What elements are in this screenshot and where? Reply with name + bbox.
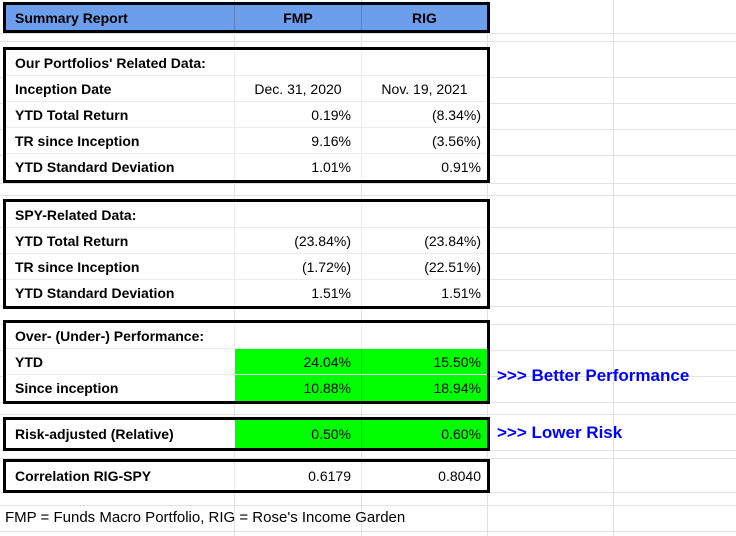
table-row: TR since Inception (1.72%) (22.51%): [6, 254, 487, 280]
cell-rig-value[interactable]: (8.34%): [431, 106, 481, 123]
cell-empty[interactable]: [362, 50, 487, 75]
table-row: YTD Standard Deviation 1.01% 0.91%: [6, 154, 487, 180]
cell-rig-value[interactable]: (23.84%): [424, 232, 481, 249]
cell-fmp-value[interactable]: Dec. 31, 2020: [235, 76, 362, 101]
cell-fmp-value-highlighted[interactable]: 0.50%: [235, 420, 362, 448]
cell-fmp-value[interactable]: 0.19%: [235, 102, 362, 127]
cell-section-title[interactable]: Over- (Under-) Performance:: [6, 323, 235, 348]
cell-row-label[interactable]: Risk-adjusted (Relative): [6, 420, 235, 448]
table-row: Over- (Under-) Performance:: [6, 323, 487, 349]
cell-empty[interactable]: [235, 202, 362, 227]
cell-section-title[interactable]: SPY-Related Data:: [6, 202, 235, 227]
table-row: YTD Total Return 0.19% (8.34%): [6, 102, 487, 128]
cell-rig-value[interactable]: (3.56%): [431, 132, 481, 149]
cell-row-label[interactable]: YTD Total Return: [6, 102, 235, 127]
table-row: SPY-Related Data:: [6, 202, 487, 228]
table-row: TR since Inception 9.16% (3.56%): [6, 128, 487, 154]
cell-summary-report-title[interactable]: Summary Report: [6, 5, 235, 30]
cell-rig-value[interactable]: Nov. 19, 2021: [381, 80, 468, 97]
cell-empty[interactable]: [235, 323, 362, 348]
cell-fmp-value-highlighted[interactable]: 24.04%: [235, 349, 362, 374]
section-spy-data: SPY-Related Data: YTD Total Return (23.8…: [3, 199, 490, 309]
cell-rig-value[interactable]: 0.91%: [441, 159, 481, 175]
cell-fmp-value[interactable]: (23.84%): [235, 228, 362, 253]
table-row: Inception Date Dec. 31, 2020 Nov. 19, 20…: [6, 76, 487, 102]
table-row: Since inception 10.88% 18.94%: [6, 375, 487, 401]
cell-fmp-value[interactable]: 9.16%: [235, 128, 362, 153]
cell-row-label[interactable]: Correlation RIG-SPY: [6, 462, 235, 490]
cell-row-label[interactable]: TR since Inception: [6, 254, 235, 279]
cell-row-label[interactable]: Inception Date: [6, 76, 235, 101]
grid-hline: [0, 183, 736, 184]
cell-row-label[interactable]: TR since Inception: [6, 128, 235, 153]
cell-fmp-value-highlighted[interactable]: 10.88%: [235, 375, 362, 401]
grid-hline: [0, 531, 736, 532]
table-row: YTD Standard Deviation 1.51% 1.51%: [6, 280, 487, 306]
cell-rig-value[interactable]: 1.51%: [441, 285, 481, 301]
grid-hline: [0, 505, 736, 506]
cell-section-title[interactable]: Our Portfolios' Related Data:: [6, 50, 235, 75]
cell-col-header-fmp[interactable]: FMP: [235, 5, 362, 30]
cell-row-label[interactable]: Since inception: [6, 375, 235, 401]
grid-vline: [613, 0, 614, 536]
cell-rig-value[interactable]: 0.8040: [438, 468, 481, 484]
section-portfolios-data: Our Portfolios' Related Data: Inception …: [3, 47, 490, 183]
cell-row-label[interactable]: YTD Standard Deviation: [6, 154, 235, 180]
grid-hline: [0, 33, 736, 34]
annotation-lower-risk: >>> Lower Risk: [497, 423, 623, 442]
cell-row-label[interactable]: YTD Standard Deviation: [6, 280, 235, 306]
cell-fmp-value[interactable]: (1.72%): [235, 254, 362, 279]
grid-hline: [0, 458, 736, 459]
section-performance: Over- (Under-) Performance: YTD 24.04% 1…: [3, 320, 490, 404]
cell-row-label[interactable]: YTD Total Return: [6, 228, 235, 253]
grid-hline: [0, 414, 736, 415]
cell-fmp-value[interactable]: 1.01%: [235, 154, 362, 180]
annotation-better-performance: >>> Better Performance: [497, 366, 690, 385]
cell-empty[interactable]: [362, 202, 487, 227]
cell-empty[interactable]: [235, 50, 362, 75]
cell-fmp-value[interactable]: 1.51%: [235, 280, 362, 306]
cell-rig-value-highlighted[interactable]: 0.60%: [362, 420, 487, 448]
grid-hline: [0, 195, 736, 196]
cell-rig-value[interactable]: (22.51%): [424, 258, 481, 275]
header-row: Summary Report FMP RIG: [3, 2, 490, 33]
cell-col-header-rig[interactable]: RIG: [362, 5, 487, 30]
cell-fmp-value[interactable]: 0.6179: [235, 462, 362, 490]
cell-rig-value-highlighted[interactable]: 18.94%: [362, 375, 487, 401]
table-row: Our Portfolios' Related Data:: [6, 50, 487, 76]
table-row: Correlation RIG-SPY 0.6179 0.8040: [6, 462, 487, 490]
cell-row-label[interactable]: YTD: [6, 349, 235, 374]
section-risk-adjusted: Risk-adjusted (Relative) 0.50% 0.60%: [3, 417, 490, 451]
grid-hline: [0, 41, 736, 42]
table-row: YTD 24.04% 15.50%: [6, 349, 487, 375]
footer-legend: FMP = Funds Macro Portfolio, RIG = Rose'…: [5, 509, 406, 526]
table-row: YTD Total Return (23.84%) (23.84%): [6, 228, 487, 254]
section-correlation: Correlation RIG-SPY 0.6179 0.8040: [3, 459, 490, 493]
cell-rig-value-highlighted[interactable]: 15.50%: [362, 349, 487, 374]
table-row: Risk-adjusted (Relative) 0.50% 0.60%: [6, 420, 487, 448]
cell-empty[interactable]: [362, 323, 487, 348]
